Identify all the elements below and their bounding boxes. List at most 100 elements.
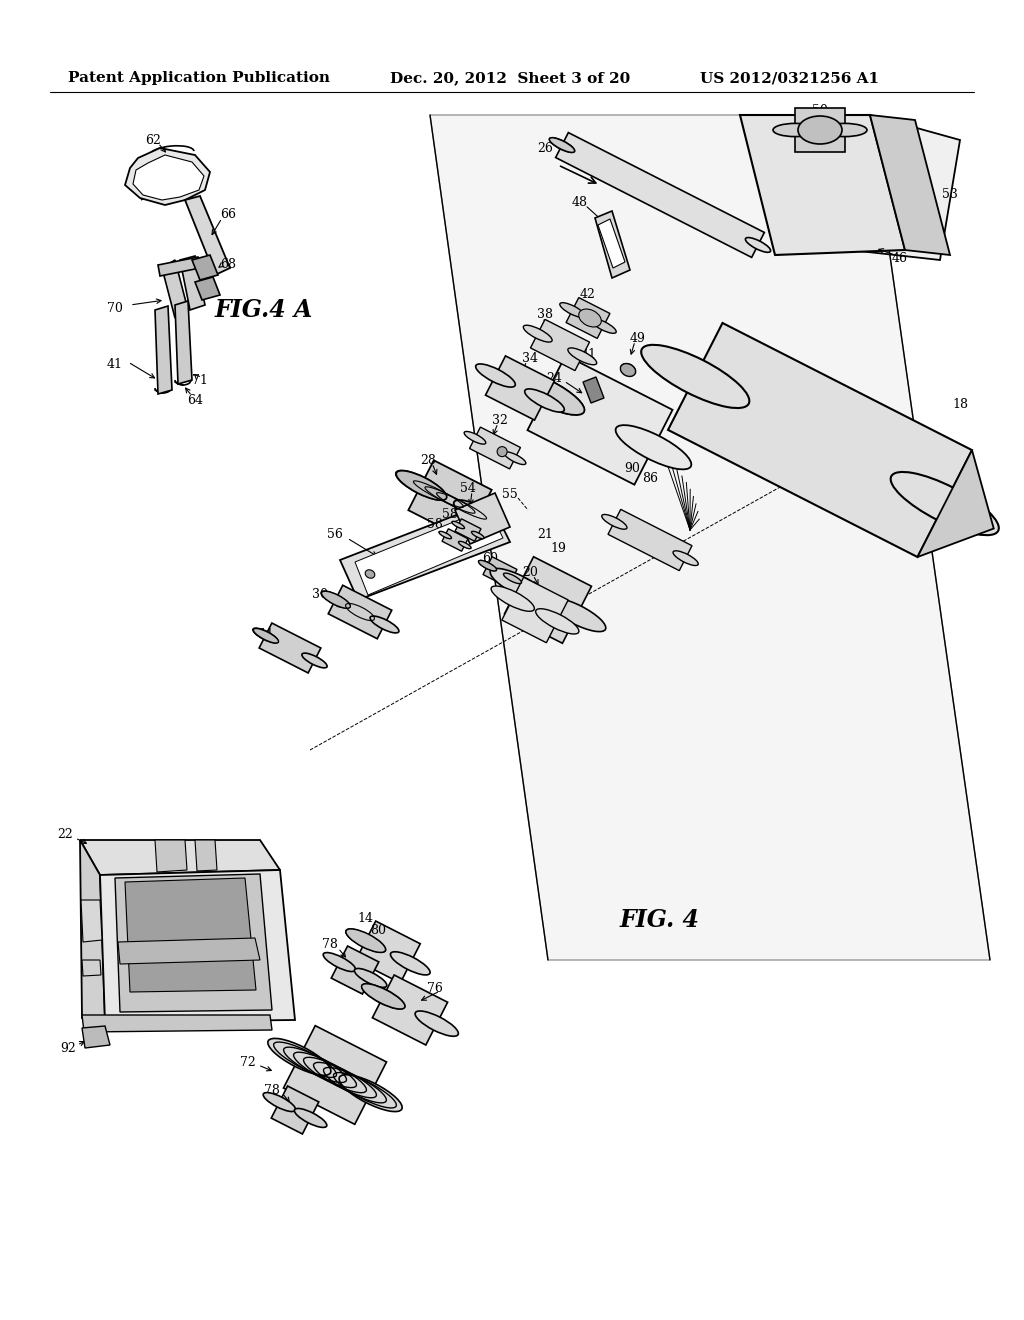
Text: 64: 64	[187, 393, 203, 407]
Text: 48: 48	[572, 195, 588, 209]
Polygon shape	[455, 492, 510, 544]
Text: 21: 21	[537, 528, 553, 541]
Ellipse shape	[396, 470, 446, 500]
Text: US 2012/0321256 A1: US 2012/0321256 A1	[700, 71, 880, 84]
Ellipse shape	[459, 541, 471, 549]
Ellipse shape	[478, 561, 497, 572]
Ellipse shape	[396, 471, 446, 500]
Text: 76: 76	[427, 982, 443, 994]
Polygon shape	[155, 840, 187, 873]
Text: 20: 20	[522, 565, 538, 578]
Polygon shape	[125, 148, 210, 205]
Ellipse shape	[361, 983, 404, 1008]
Polygon shape	[193, 255, 218, 280]
Text: 41: 41	[581, 348, 597, 362]
Polygon shape	[483, 557, 517, 587]
Ellipse shape	[745, 238, 771, 252]
Text: 26: 26	[537, 141, 553, 154]
Polygon shape	[556, 132, 764, 257]
Text: 54: 54	[460, 482, 476, 495]
Text: 16: 16	[497, 582, 513, 594]
Polygon shape	[329, 585, 392, 639]
Text: Dec. 20, 2012  Sheet 3 of 20: Dec. 20, 2012 Sheet 3 of 20	[390, 71, 630, 84]
Text: 42: 42	[580, 289, 596, 301]
Polygon shape	[81, 900, 102, 942]
Text: 70: 70	[108, 301, 123, 314]
Polygon shape	[259, 623, 321, 673]
Text: 50: 50	[812, 103, 828, 116]
Polygon shape	[118, 939, 260, 964]
Text: 32: 32	[493, 413, 508, 426]
Text: 90: 90	[624, 462, 640, 474]
Polygon shape	[80, 840, 280, 875]
Ellipse shape	[354, 969, 387, 987]
Ellipse shape	[523, 325, 552, 342]
Polygon shape	[271, 1086, 318, 1134]
Text: 34: 34	[522, 351, 538, 364]
Text: 74: 74	[257, 628, 273, 642]
Ellipse shape	[548, 598, 606, 631]
Polygon shape	[740, 115, 905, 255]
Polygon shape	[918, 450, 993, 557]
Ellipse shape	[268, 1039, 331, 1076]
Text: 53: 53	[942, 189, 957, 202]
Polygon shape	[180, 256, 205, 310]
Polygon shape	[505, 557, 592, 643]
Polygon shape	[566, 297, 610, 338]
Polygon shape	[162, 260, 188, 318]
Polygon shape	[155, 306, 172, 393]
Polygon shape	[82, 1026, 110, 1048]
Ellipse shape	[339, 1074, 402, 1111]
Ellipse shape	[346, 929, 386, 952]
Ellipse shape	[621, 363, 636, 376]
Text: 58: 58	[442, 507, 458, 520]
Ellipse shape	[549, 137, 574, 152]
Text: 28: 28	[420, 454, 436, 466]
Polygon shape	[355, 508, 503, 595]
Ellipse shape	[439, 532, 452, 539]
Text: 30: 30	[312, 589, 328, 602]
Ellipse shape	[798, 116, 842, 144]
Ellipse shape	[361, 983, 404, 1008]
Text: 78: 78	[264, 1084, 280, 1097]
Polygon shape	[355, 921, 420, 983]
Ellipse shape	[415, 1011, 459, 1036]
Ellipse shape	[536, 609, 579, 634]
Polygon shape	[530, 319, 590, 371]
Ellipse shape	[560, 302, 585, 317]
Text: FIG.4 A: FIG.4 A	[215, 298, 313, 322]
Text: 24: 24	[546, 371, 562, 384]
Ellipse shape	[294, 1109, 327, 1127]
Polygon shape	[185, 195, 230, 275]
Polygon shape	[331, 946, 379, 994]
Ellipse shape	[550, 137, 574, 152]
Ellipse shape	[370, 616, 399, 632]
Ellipse shape	[509, 371, 585, 414]
Ellipse shape	[673, 550, 698, 565]
Text: 49: 49	[630, 331, 646, 345]
Polygon shape	[668, 323, 972, 557]
Text: 58: 58	[427, 517, 443, 531]
Ellipse shape	[454, 500, 504, 529]
Ellipse shape	[464, 432, 485, 444]
Ellipse shape	[504, 451, 526, 465]
Text: 68: 68	[220, 259, 236, 272]
Text: 78: 78	[323, 939, 338, 952]
Polygon shape	[795, 108, 845, 152]
Polygon shape	[608, 510, 692, 570]
Ellipse shape	[773, 123, 817, 136]
Polygon shape	[583, 378, 604, 403]
Polygon shape	[870, 115, 950, 255]
Polygon shape	[158, 257, 200, 276]
Ellipse shape	[366, 570, 375, 578]
Ellipse shape	[253, 628, 279, 643]
Ellipse shape	[509, 371, 585, 414]
Text: Patent Application Publication: Patent Application Publication	[68, 71, 330, 84]
Polygon shape	[82, 960, 101, 975]
Text: 80: 80	[370, 924, 386, 936]
Polygon shape	[409, 461, 492, 540]
Polygon shape	[485, 356, 554, 420]
Text: 62: 62	[145, 133, 161, 147]
Polygon shape	[442, 529, 468, 552]
Ellipse shape	[476, 364, 515, 387]
